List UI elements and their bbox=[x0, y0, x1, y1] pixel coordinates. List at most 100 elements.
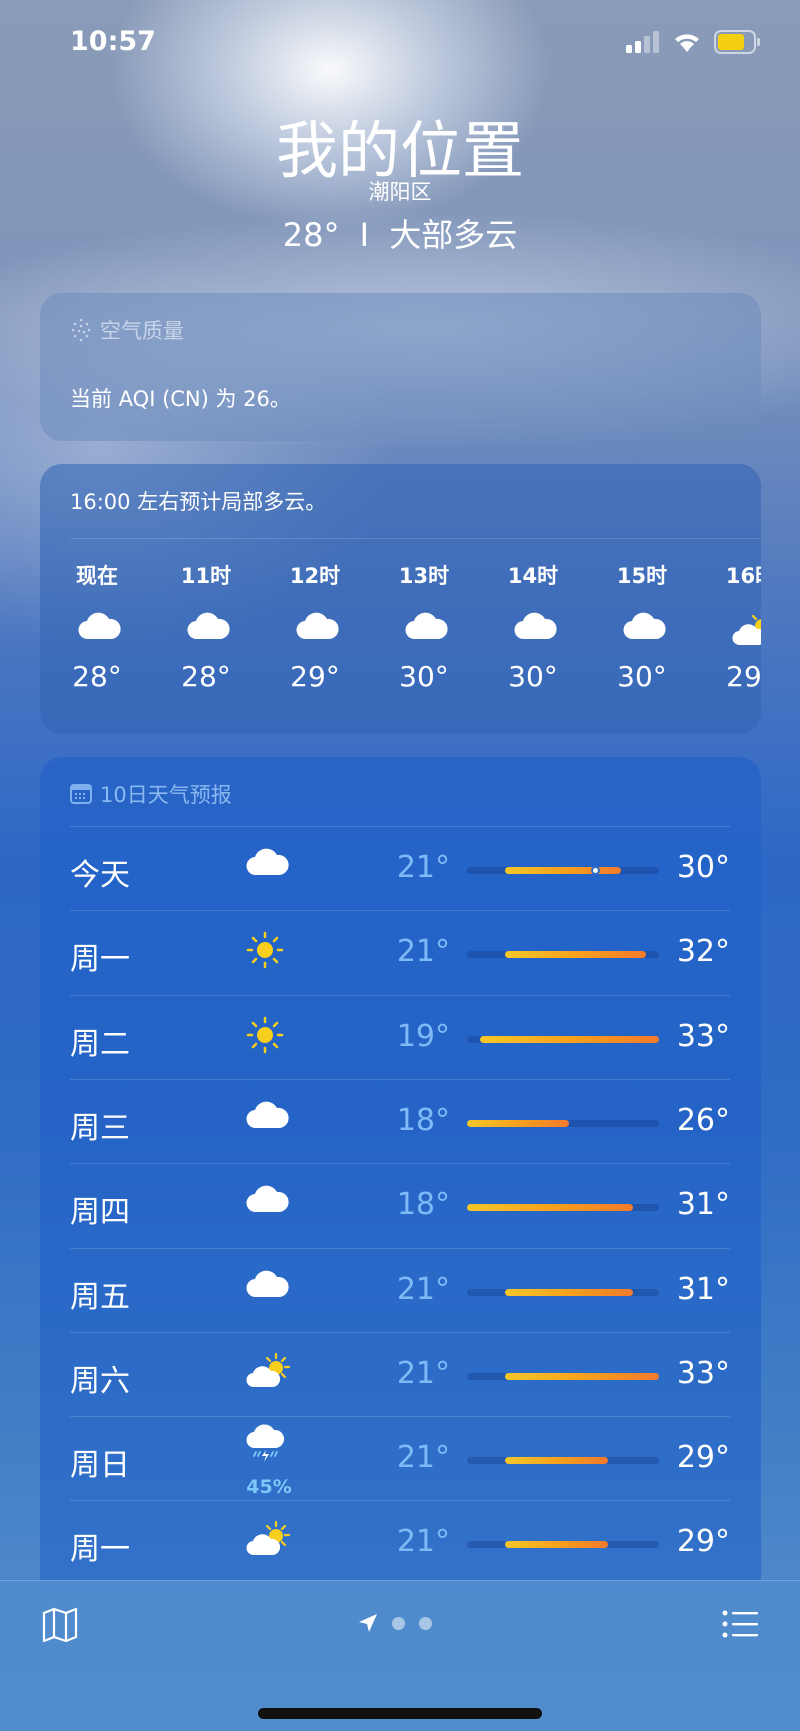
daily-row[interactable]: 周日 45% 21° 29° bbox=[70, 1416, 730, 1500]
high-temp: 26° bbox=[676, 1102, 730, 1138]
partly-sunny-icon bbox=[731, 610, 761, 650]
divider bbox=[70, 910, 730, 912]
calendar-icon bbox=[70, 784, 92, 804]
high-temp: 33° bbox=[676, 1355, 730, 1391]
high-temp: 32° bbox=[676, 934, 730, 970]
page-indicator[interactable] bbox=[358, 1613, 432, 1633]
low-temp: 18° bbox=[396, 1187, 450, 1223]
low-temp: 21° bbox=[396, 850, 450, 885]
thunderstorm-icon: 45% bbox=[245, 1424, 292, 1498]
day-label: 周一 bbox=[70, 942, 130, 978]
daily-row[interactable]: 周二 19° 33° bbox=[70, 994, 730, 1079]
temp-range-bar bbox=[467, 1372, 659, 1380]
daily-row[interactable]: 周四 18° 31° bbox=[70, 1163, 730, 1247]
high-temp: 33° bbox=[676, 1018, 730, 1054]
location-arrow-icon[interactable] bbox=[358, 1613, 378, 1633]
hour-temp: 30° bbox=[617, 660, 667, 693]
day-label: 周六 bbox=[70, 1363, 130, 1399]
hourly-summary: 16:00 左右预计局部多云。 bbox=[70, 490, 327, 514]
divider bbox=[70, 1416, 730, 1418]
cloud-icon bbox=[245, 1099, 289, 1133]
divider bbox=[70, 1163, 730, 1165]
partly-sunny-icon bbox=[245, 1520, 293, 1560]
district-name: 潮阳区 bbox=[368, 180, 432, 204]
high-temp: 31° bbox=[676, 1187, 730, 1223]
temp-range-bar bbox=[467, 1288, 659, 1296]
hour-temp: 29° bbox=[290, 660, 340, 693]
low-temp: 21° bbox=[396, 1524, 450, 1560]
temp-range-fill bbox=[467, 1204, 634, 1212]
daily-row[interactable]: 周五 21° 31° bbox=[70, 1247, 730, 1332]
air-quality-card[interactable]: 空气质量 当前 AQI (CN) 为 26。 bbox=[40, 293, 761, 441]
sun-icon bbox=[245, 1015, 285, 1059]
low-temp: 21° bbox=[396, 934, 450, 970]
temp-range-fill bbox=[505, 1372, 659, 1380]
status-icons bbox=[626, 30, 760, 54]
low-temp: 21° bbox=[396, 1355, 450, 1391]
daily-row[interactable]: 周六 21° 33° bbox=[70, 1331, 730, 1416]
high-temp: 30° bbox=[676, 850, 730, 885]
hour-temp: 30° bbox=[399, 660, 449, 693]
temp-range-bar bbox=[467, 1541, 659, 1549]
hour-label: 16时 bbox=[725, 564, 761, 588]
cloud-icon bbox=[404, 610, 448, 644]
page-dot[interactable] bbox=[392, 1616, 405, 1630]
day-label: 今天 bbox=[70, 858, 130, 893]
daily-row[interactable]: 周一 21° 32° bbox=[70, 910, 730, 994]
page-dot[interactable] bbox=[419, 1616, 432, 1630]
cloud-icon bbox=[245, 1183, 289, 1217]
partly-sunny-icon bbox=[245, 1352, 293, 1392]
temp-range-fill bbox=[467, 1119, 570, 1127]
daily-row[interactable]: 周三 18° 26° bbox=[70, 1078, 730, 1163]
day-label: 周四 bbox=[70, 1195, 130, 1231]
hour-label: 12时 bbox=[289, 564, 341, 588]
home-indicator[interactable] bbox=[258, 1708, 542, 1719]
hourly-item: 14时 30° bbox=[483, 560, 583, 693]
daily-row[interactable]: 周一 21° 29° bbox=[70, 1500, 730, 1580]
hourly-item: 13时 30° bbox=[374, 560, 474, 693]
temp-range-fill bbox=[505, 951, 647, 959]
low-temp: 21° bbox=[396, 1271, 450, 1307]
hour-label: 14时 bbox=[507, 564, 559, 588]
day-label: 周三 bbox=[70, 1110, 130, 1146]
divider bbox=[70, 1247, 730, 1249]
day-label: 周日 bbox=[70, 1448, 130, 1484]
daily-row[interactable]: 今天 21° 30° bbox=[70, 826, 730, 910]
hourly-item: 11时 28° bbox=[156, 560, 256, 693]
cloud-icon bbox=[245, 846, 289, 880]
cloud-icon bbox=[513, 610, 557, 644]
current-temp: 28° bbox=[282, 216, 340, 254]
daily-list: 今天 21° 30° 周一 21° 32° 周二 19° 33° 周三 18° … bbox=[70, 826, 730, 1580]
hour-label: 11时 bbox=[180, 564, 232, 588]
precip-chance: 45% bbox=[246, 1476, 292, 1499]
temp-range-fill bbox=[505, 1457, 608, 1465]
day-label: 周五 bbox=[70, 1279, 130, 1315]
hourly-forecast-card[interactable]: 16:00 左右预计局部多云。 bbox=[40, 464, 761, 734]
ten-day-forecast-card[interactable]: 10日天气预报 bbox=[40, 757, 761, 1597]
hour-temp: 30° bbox=[508, 660, 558, 693]
temp-range-fill bbox=[479, 1035, 659, 1043]
hourly-item: 12时 29° bbox=[265, 560, 365, 693]
divider bbox=[70, 1500, 730, 1502]
day-label: 周一 bbox=[70, 1532, 130, 1568]
hour-temp: 28° bbox=[72, 660, 122, 693]
battery-icon bbox=[714, 30, 760, 54]
hourly-item: 现在 28° bbox=[47, 560, 147, 693]
temp-range-bar bbox=[467, 1204, 659, 1212]
current-temp-marker bbox=[590, 866, 600, 875]
hourly-scroller[interactable]: 现在 28° 11时 28° 12时 29° 13时 30° 14时 30° 15时 30… bbox=[40, 0, 761, 800]
high-temp: 31° bbox=[676, 1271, 730, 1307]
cloud-icon bbox=[295, 610, 339, 644]
hourly-item: 15时 30° bbox=[592, 560, 692, 693]
map-icon[interactable] bbox=[42, 1607, 78, 1643]
wifi-icon bbox=[675, 34, 699, 52]
day-label: 周二 bbox=[70, 1026, 130, 1062]
bottom-toolbar bbox=[0, 1580, 800, 1731]
hourly-item: 16时 29° bbox=[701, 560, 761, 693]
aqi-text: 当前 AQI (CN) 为 26。 bbox=[70, 387, 291, 411]
divider bbox=[70, 1078, 730, 1080]
low-temp: 21° bbox=[396, 1440, 450, 1476]
temp-range-fill bbox=[505, 867, 621, 874]
list-icon[interactable] bbox=[722, 1609, 758, 1639]
temp-range-fill bbox=[505, 1541, 608, 1549]
